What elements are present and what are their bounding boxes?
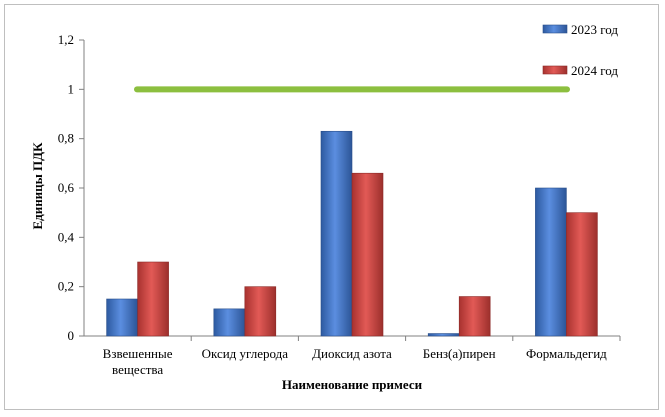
- y-tick-label: 0,2: [58, 279, 74, 294]
- bar-2023: [320, 130, 353, 337]
- category-label: Диоксид азота: [312, 346, 392, 361]
- bar-2023: [535, 187, 567, 337]
- y-axis-title: Единицы ПДК: [30, 142, 45, 230]
- category-label: Оксид углерода: [202, 346, 289, 361]
- y-tick-label: 1,2: [58, 32, 74, 47]
- bar-2024: [566, 212, 598, 337]
- legend-swatch-2023: [542, 24, 568, 34]
- bar-2024: [458, 296, 491, 337]
- bar-2024: [244, 286, 277, 337]
- category-label: Взвешенные: [103, 346, 173, 361]
- bar-2023: [106, 298, 138, 337]
- legend: 2023 год 2024 год: [542, 22, 618, 78]
- bar-2024: [137, 261, 169, 337]
- y-tick-label: 0,6: [58, 180, 75, 195]
- category-label: вещества: [112, 362, 163, 377]
- y-tick-label: 0: [68, 328, 75, 343]
- bar-2023: [213, 308, 246, 337]
- category-label: Формальдегид: [526, 346, 607, 361]
- bar-2023: [427, 333, 460, 337]
- y-tick-label: 0,4: [58, 229, 75, 244]
- y-tick-label: 0,8: [58, 131, 74, 146]
- category-label: Бенз(а)пирен: [423, 346, 496, 361]
- y-tick-label: 1: [68, 81, 75, 96]
- legend-label-2024: 2024 год: [571, 63, 618, 78]
- x-axis-title: Наименование примеси: [282, 377, 423, 392]
- legend-label-2023: 2023 год: [571, 22, 618, 37]
- legend-swatch-2024: [542, 65, 568, 75]
- bar-2024: [351, 172, 384, 337]
